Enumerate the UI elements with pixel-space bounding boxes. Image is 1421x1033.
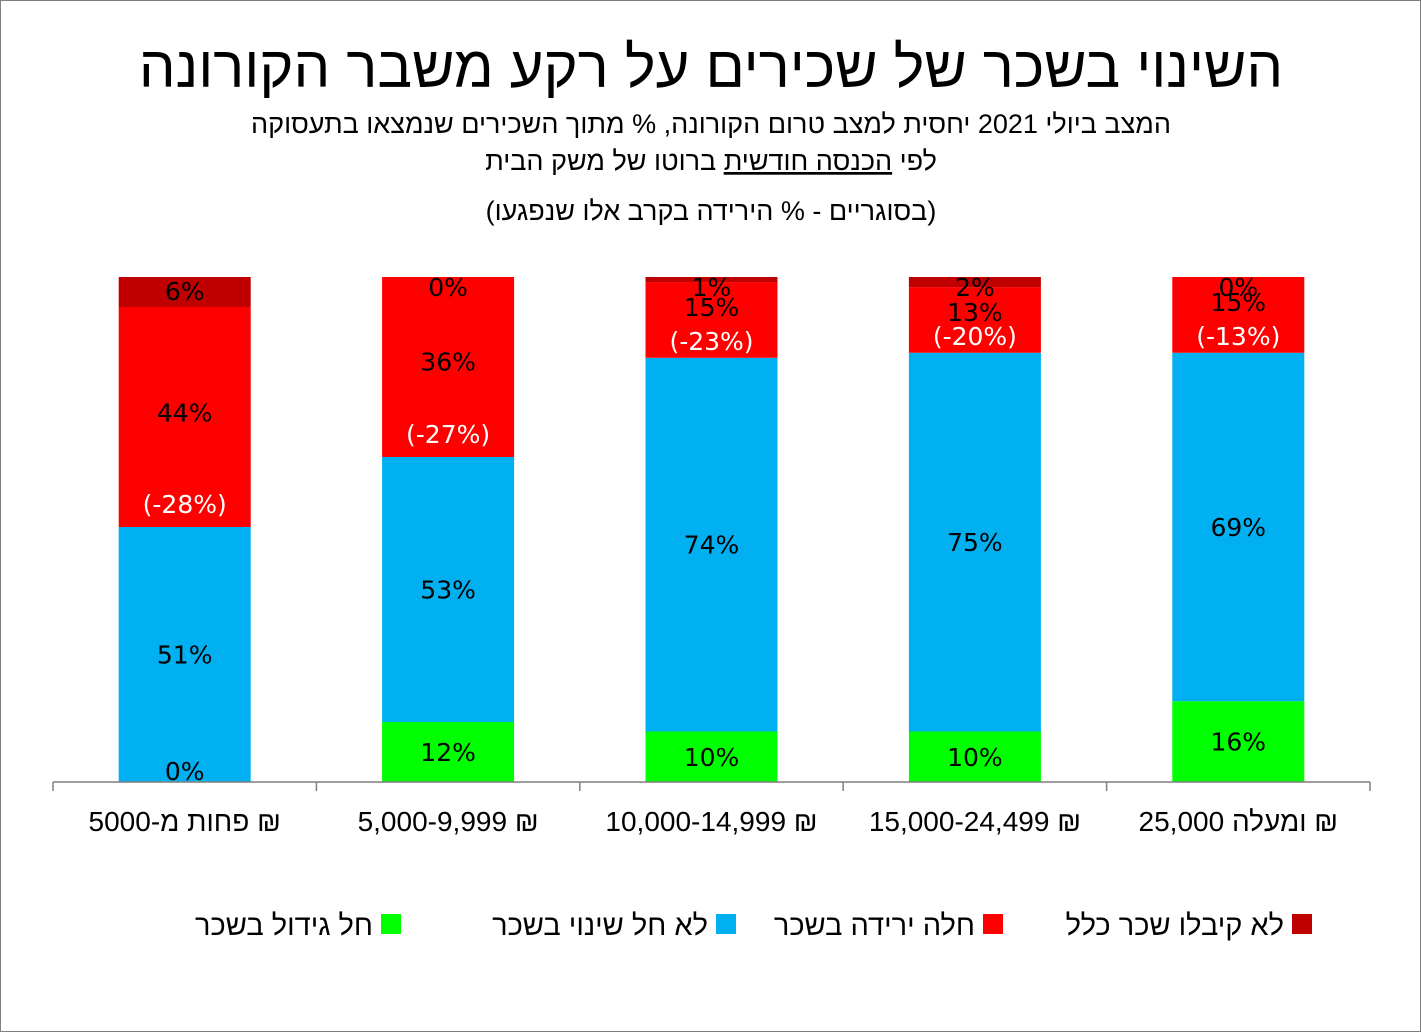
segment-label: 1%: [692, 273, 732, 302]
segment-label: 6%: [165, 277, 205, 306]
segment-label: 69%: [1211, 513, 1267, 542]
segment-label: 36%: [420, 348, 476, 377]
segment-label: 51%: [157, 641, 213, 670]
bar-segment-no_change: [908, 352, 1041, 732]
x-axis: [52, 781, 1371, 791]
bar-segment-increase: [645, 731, 778, 782]
decline-label: (-20%): [933, 322, 1017, 351]
category-label: פחות מ-5000 ₪: [89, 806, 281, 837]
bar-segment-no_change: [382, 457, 515, 722]
bar-segment-decrease: [645, 282, 778, 358]
bar-segment-no_change: [645, 357, 778, 732]
bar-segment-no_pay: [908, 277, 1041, 288]
bar-segment-no_change: [1172, 352, 1305, 702]
segment-label: 0%: [428, 273, 468, 302]
segment-label: 74%: [684, 531, 740, 560]
bar-segment-increase: [382, 722, 515, 782]
subtitle-suffix: ברוטו של משק הבית: [485, 146, 724, 176]
bar-segment-no_pay: [645, 277, 778, 283]
legend: לא קיבלו שכר כלל חלה ירידה בשכר לא חל שינו…: [195, 910, 1312, 942]
segment-labels-group: 0% 51% 44% 6% (-28%) 12% 53% 36% 0% (-27%) 10% 74% 1…: [143, 273, 1281, 786]
subtitle-underlined: הכנסה חודשית: [724, 146, 892, 176]
chart-subtitle-line1: המצב ביולי 2021 יחסית למצב טרום הקורונה,…: [251, 109, 1171, 139]
bars-group: [118, 277, 1305, 782]
segment-label: 10%: [684, 743, 740, 772]
bar-segment-decrease: [1172, 277, 1305, 353]
segment-label: 44%: [157, 398, 213, 427]
bar-segment-decrease: [908, 287, 1041, 353]
bar-segment-no_change: [118, 527, 251, 782]
segment-label: 0%: [1218, 273, 1258, 302]
segment-label: 16%: [1211, 728, 1267, 757]
subtitle-prefix: לפי: [892, 146, 937, 176]
segment-label: 15%: [684, 293, 740, 322]
category-label: 10,000-14,999 ₪: [605, 806, 817, 837]
bar-segment-increase: [1172, 701, 1305, 782]
category-label: 25,000 ומעלה ₪: [1139, 806, 1339, 837]
segment-label: 10%: [947, 743, 1003, 772]
legend-label-decrease: חלה ירידה בשכר: [774, 910, 975, 942]
category-label: 5,000-9,999 ₪: [358, 806, 539, 837]
segment-label: 0%: [165, 757, 205, 786]
bar-segment-no_pay: [118, 277, 251, 307]
bar-segment-decrease: [382, 277, 515, 457]
segment-label: 2%: [955, 273, 995, 302]
segment-label: 15%: [1211, 288, 1267, 317]
legend-label-increase: חל גידול בשכר: [195, 910, 373, 942]
segment-label: 53%: [420, 576, 476, 605]
bar-segment-decrease: [118, 307, 251, 527]
segment-label: 75%: [947, 528, 1003, 557]
legend-swatch-no_change: [716, 914, 736, 934]
legend-swatch-increase: [381, 914, 401, 934]
segment-label: 13%: [947, 298, 1003, 327]
legend-swatch-no_pay: [1292, 914, 1312, 934]
chart-title: השינוי בשכר של שכירים על רקע משבר הקורונ…: [139, 35, 1283, 100]
chart-subtitle-line2: לפי הכנסה חודשית ברוטו של משק הבית: [485, 146, 937, 176]
bar-segment-increase: [908, 731, 1041, 782]
decline-label: (-28%): [143, 490, 227, 519]
category-label: 15,000-24,499 ₪: [869, 806, 1081, 837]
segment-label: 12%: [420, 738, 476, 767]
decline-label: (-23%): [669, 327, 753, 356]
legend-swatch-decrease: [983, 914, 1003, 934]
decline-label: (-13%): [1196, 322, 1280, 351]
chart-note: (בסוגריים - % הירידה בקרב אלו שנפגעו): [486, 196, 937, 226]
legend-label-no_change: לא חל שינוי בשכר: [492, 910, 708, 942]
category-labels-group: פחות מ-5000 ₪ 5,000-9,999 ₪ 10,000-14,999 …: [89, 806, 1339, 837]
decline-label: (-27%): [406, 420, 490, 449]
legend-label-no_pay: לא קיבלו שכר כלל: [1066, 910, 1284, 942]
